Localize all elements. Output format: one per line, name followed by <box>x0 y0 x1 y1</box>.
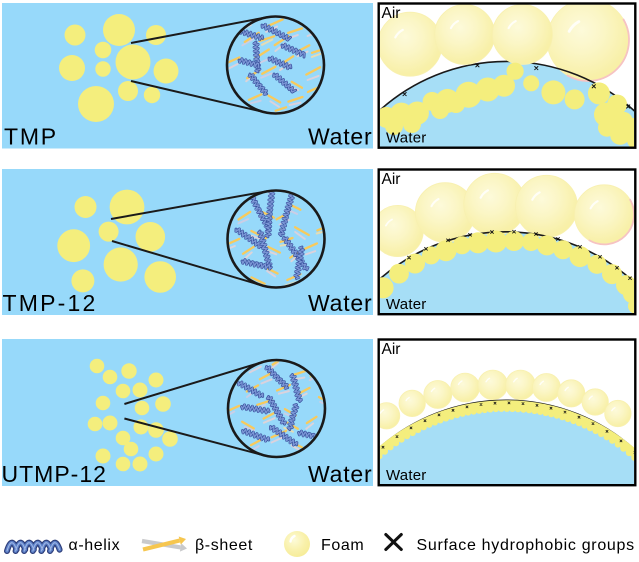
svg-text:Air: Air <box>382 171 401 188</box>
svg-text:Water: Water <box>308 124 373 150</box>
svg-text:β-sheet: β-sheet <box>195 537 253 554</box>
svg-text:Surface hydrophobic groups: Surface hydrophobic groups <box>417 537 635 554</box>
svg-text:Air: Air <box>382 341 401 358</box>
svg-text:UTMP-12: UTMP-12 <box>2 461 107 487</box>
svg-text:TMP-12: TMP-12 <box>3 290 98 316</box>
svg-text:Foam: Foam <box>321 537 364 554</box>
svg-text:Water: Water <box>386 296 426 313</box>
svg-text:TMP: TMP <box>4 124 58 150</box>
svg-text:α-helix: α-helix <box>69 537 121 554</box>
svg-text:Water: Water <box>386 129 426 146</box>
svg-text:Air: Air <box>382 5 401 22</box>
svg-text:Water: Water <box>386 467 426 484</box>
svg-text:Water: Water <box>308 290 373 316</box>
svg-text:Water: Water <box>308 461 373 487</box>
